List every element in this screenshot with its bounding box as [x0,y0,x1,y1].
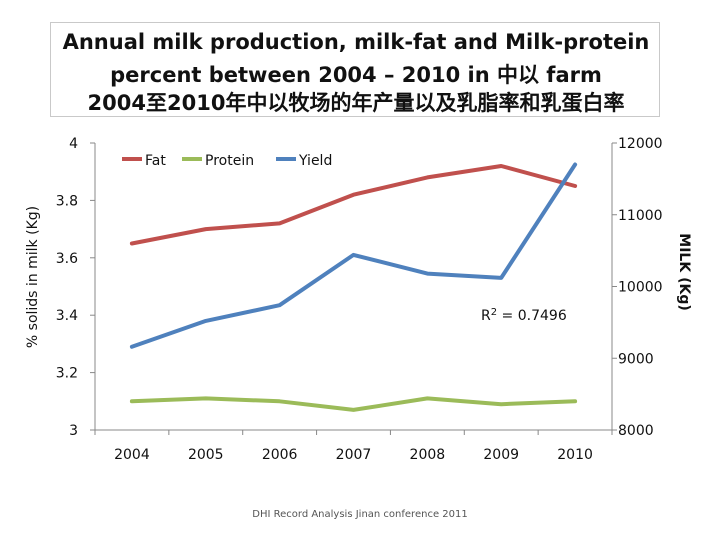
right-tick-label: 9000 [618,351,654,367]
legend: Fat Protein Yield [122,153,332,169]
series-layer [129,162,578,412]
footer-source: DHI Record Analysis Jinan conference 201… [252,509,468,520]
y2-axis-label: MILK (Kg) [676,233,692,310]
series-line-yield [129,162,578,349]
right-ticks: 8000 9000 10000 11000 12000 [612,136,663,439]
legend-label-yield: Yield [298,153,332,169]
chart-title-line-3: 2004至2010年中以牧场的年产量以及乳脂率和乳蛋白率 [87,91,625,115]
x-tick-label: 2004 [114,447,150,463]
left-tick-label: 3.6 [56,251,78,267]
right-tick-label: 11000 [618,208,663,224]
r-squared-annotation: R2 = 0.7496 [481,307,567,325]
title-box: Annual milk production, milk-fat and Mil… [50,22,660,117]
y-axis-label: % solids in milk (Kg) [25,206,41,348]
series-line-fat [129,164,578,246]
chart-title-line-1: Annual milk production, milk-fat and Mil… [62,30,650,54]
right-tick-label: 12000 [618,136,663,152]
right-tick-label: 10000 [618,280,663,296]
x-tick-label: 2007 [336,447,372,463]
x-tick-label: 2006 [262,447,298,463]
series-line-protein [129,396,578,412]
legend-label-protein: Protein [205,153,254,169]
legend-label-fat: Fat [145,153,166,169]
x-ticks: 2004 2005 2006 2007 2008 2009 2010 [94,430,613,463]
x-tick-label: 2010 [557,447,593,463]
left-tick-label: 3.4 [56,308,78,324]
x-tick-label: 2009 [483,447,519,463]
chart-title-line-2: percent between 2004 – 2010 in 中以 farm [110,63,602,87]
right-tick-label: 8000 [618,423,654,439]
x-tick-label: 2008 [410,447,446,463]
x-tick-label: 2005 [188,447,224,463]
left-tick-label: 4 [69,136,78,152]
left-ticks: 3 3.2 3.4 3.6 3.8 4 [56,136,95,439]
left-tick-label: 3 [69,423,78,439]
left-tick-label: 3.2 [56,366,78,382]
left-tick-label: 3.8 [56,193,78,209]
